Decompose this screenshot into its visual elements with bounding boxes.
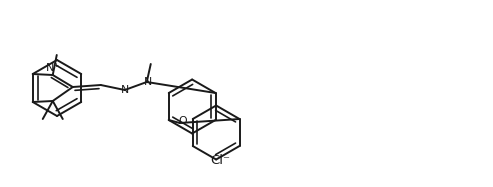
- Text: N: N: [143, 77, 152, 87]
- Text: O: O: [178, 116, 187, 126]
- Text: N: N: [121, 85, 129, 95]
- Text: N⁺: N⁺: [46, 63, 60, 73]
- Text: Cl⁻: Cl⁻: [210, 154, 230, 166]
